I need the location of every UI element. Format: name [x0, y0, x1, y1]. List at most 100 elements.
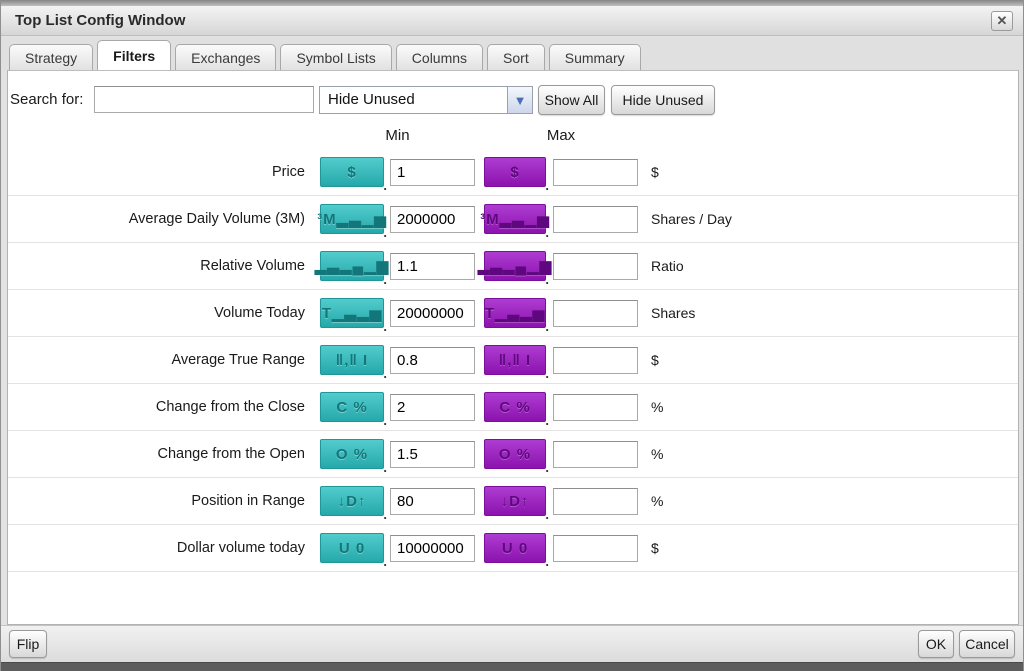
- tab-symbol-lists[interactable]: Symbol Lists: [280, 44, 392, 70]
- filter-row-price: Price $ $ $: [8, 149, 1018, 196]
- volume-today-max-filter-icon[interactable]: T▁▃▂▅: [484, 298, 550, 334]
- unit-label: $: [651, 352, 659, 368]
- footer-bar: Flip OK Cancel: [1, 625, 1023, 662]
- filter-label: Price: [271, 164, 305, 180]
- volume-today-min-filter-icon[interactable]: T▁▃▂▅: [320, 298, 388, 334]
- unit-label: Ratio: [651, 258, 684, 274]
- average-true-range-min-input[interactable]: [390, 346, 475, 374]
- filter-visibility-dropdown[interactable]: Hide Unused ▼: [319, 86, 533, 114]
- min-column-header: Min: [385, 127, 410, 144]
- change-from-open-max-filter-icon[interactable]: O %: [484, 439, 550, 475]
- average-true-range-max-filter-icon[interactable]: ‖,‖ I: [484, 345, 550, 381]
- window-top-edge: [1, 0, 1023, 6]
- hide-unused-button[interactable]: Hide Unused: [611, 85, 715, 115]
- avg-daily-volume-max-input[interactable]: [553, 205, 638, 233]
- filter-label: Average True Range: [171, 352, 305, 368]
- price-max-input[interactable]: [553, 158, 638, 186]
- avg-daily-volume-min-input[interactable]: [390, 205, 475, 233]
- tab-label: Filters: [113, 47, 156, 64]
- relative-volume-min-filter-icon[interactable]: ▂▃▂▄▁▆: [315, 251, 388, 287]
- position-in-range-min-input[interactable]: [390, 487, 475, 515]
- max-column-header: Max: [546, 127, 576, 144]
- unit-label: $: [651, 540, 659, 556]
- filter-label: Dollar volume today: [176, 540, 305, 556]
- title-bar[interactable]: Top List Config Window ✕: [1, 6, 1023, 36]
- avg-daily-volume-max-filter-icon[interactable]: ³M▂▃▁▅: [480, 204, 550, 240]
- tab-label: Columns: [411, 49, 468, 66]
- change-from-open-min-input[interactable]: [390, 440, 475, 468]
- filter-row-change-from-close: Change from the Close C % C % %: [8, 384, 1018, 431]
- search-row: Search for: Hide Unused ▼ Show All Hide …: [8, 71, 1018, 127]
- window-bottom-edge: [1, 662, 1023, 671]
- ok-button[interactable]: OK: [918, 630, 954, 658]
- unit-label: %: [651, 446, 664, 462]
- average-true-range-max-input[interactable]: [553, 346, 638, 374]
- filter-label: Change from the Close: [155, 399, 305, 415]
- tab-label: Summary: [564, 49, 625, 66]
- tab-filters[interactable]: Filters: [97, 40, 172, 70]
- tab-exchanges[interactable]: Exchanges: [175, 44, 277, 70]
- tab-label: Strategy: [25, 49, 78, 66]
- column-headers: Min Max: [8, 127, 1018, 149]
- position-in-range-max-filter-icon[interactable]: ↓D↑: [484, 486, 550, 522]
- relative-volume-min-input[interactable]: [390, 252, 475, 280]
- close-icon: ✕: [996, 12, 1008, 28]
- tab-label: Exchanges: [191, 49, 261, 66]
- filter-row-avg-daily-volume: Average Daily Volume (3M) ³M▂▃▁▅ ³M▂▃▁▅ …: [8, 196, 1018, 243]
- change-from-close-min-filter-icon[interactable]: C %: [320, 392, 388, 428]
- cancel-button[interactable]: Cancel: [959, 630, 1015, 658]
- price-min-filter-icon[interactable]: $: [320, 157, 388, 193]
- tab-label: Sort: [503, 49, 529, 66]
- close-button[interactable]: ✕: [991, 10, 1013, 31]
- filter-label: Relative Volume: [200, 258, 305, 274]
- dollar-volume-today-min-input[interactable]: [390, 534, 475, 562]
- unit-label: %: [651, 493, 664, 509]
- tab-bar: Strategy Filters Exchanges Symbol Lists …: [1, 37, 1023, 70]
- change-from-open-min-filter-icon[interactable]: O %: [320, 439, 388, 475]
- tab-columns[interactable]: Columns: [395, 44, 484, 70]
- window-title: Top List Config Window: [15, 12, 186, 29]
- dropdown-selected-value: Hide Unused: [328, 91, 415, 108]
- search-label: Search for:: [10, 91, 84, 108]
- volume-today-max-input[interactable]: [553, 299, 638, 327]
- change-from-close-max-input[interactable]: [553, 393, 638, 421]
- tab-label: Symbol Lists: [296, 49, 376, 66]
- filter-row-relative-volume: Relative Volume ▂▃▂▄▁▆ ▂▃▂▄▁▆ Ratio: [8, 243, 1018, 290]
- flip-button[interactable]: Flip: [9, 630, 47, 658]
- tab-strategy[interactable]: Strategy: [9, 44, 94, 70]
- tab-summary[interactable]: Summary: [548, 44, 641, 70]
- filter-row-average-true-range: Average True Range ‖,‖ I ‖,‖ I $: [8, 337, 1018, 384]
- change-from-close-max-filter-icon[interactable]: C %: [484, 392, 550, 428]
- filter-row-dollar-volume-today: Dollar volume today U 0 U 0 $: [8, 525, 1018, 572]
- change-from-open-max-input[interactable]: [553, 440, 638, 468]
- dollar-volume-today-max-input[interactable]: [553, 534, 638, 562]
- search-input[interactable]: [94, 86, 314, 113]
- position-in-range-min-filter-icon[interactable]: ↓D↑: [320, 486, 388, 522]
- price-min-input[interactable]: [390, 158, 475, 186]
- relative-volume-max-filter-icon[interactable]: ▂▃▂▄▁▆: [478, 251, 551, 287]
- chevron-down-icon[interactable]: ▼: [507, 87, 532, 113]
- unit-label: %: [651, 399, 664, 415]
- filters-panel: Search for: Hide Unused ▼ Show All Hide …: [7, 70, 1019, 625]
- tab-sort[interactable]: Sort: [487, 44, 545, 70]
- price-max-filter-icon[interactable]: $: [484, 157, 550, 193]
- dollar-volume-today-min-filter-icon[interactable]: U 0: [320, 533, 388, 569]
- filter-label: Change from the Open: [157, 446, 305, 462]
- position-in-range-max-input[interactable]: [553, 487, 638, 515]
- volume-today-min-input[interactable]: [390, 299, 475, 327]
- avg-daily-volume-min-filter-icon[interactable]: ³M▂▃▁▅: [317, 204, 388, 240]
- filter-row-volume-today: Volume Today T▁▃▂▅ T▁▃▂▅ Shares: [8, 290, 1018, 337]
- filter-label: Volume Today: [214, 305, 305, 321]
- show-all-button[interactable]: Show All: [538, 85, 605, 115]
- relative-volume-max-input[interactable]: [553, 252, 638, 280]
- filter-label: Position in Range: [191, 493, 305, 509]
- unit-label: $: [651, 164, 659, 180]
- filter-label: Average Daily Volume (3M): [128, 211, 305, 227]
- average-true-range-min-filter-icon[interactable]: ‖,‖ I: [320, 345, 388, 381]
- unit-label: Shares / Day: [651, 211, 732, 227]
- filter-row-position-in-range: Position in Range ↓D↑ ↓D↑ %: [8, 478, 1018, 525]
- dollar-volume-today-max-filter-icon[interactable]: U 0: [484, 533, 550, 569]
- filter-row-change-from-open: Change from the Open O % O % %: [8, 431, 1018, 478]
- change-from-close-min-input[interactable]: [390, 393, 475, 421]
